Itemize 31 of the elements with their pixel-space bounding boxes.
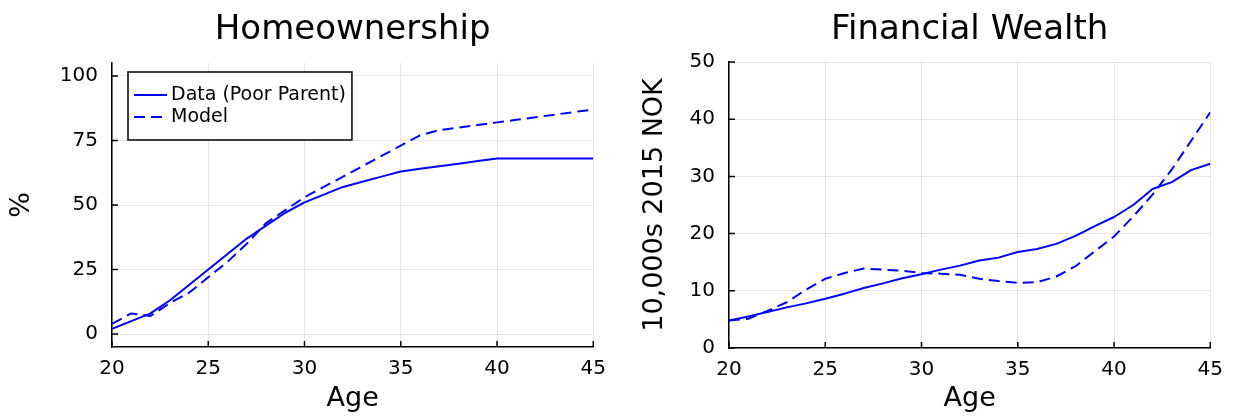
x-tick-label: 35 bbox=[1005, 356, 1031, 381]
x-tick-label: 25 bbox=[195, 355, 221, 380]
y-tick-label: 25 bbox=[72, 255, 98, 280]
x-tick-label: 25 bbox=[812, 356, 838, 381]
x-axis-title: Age bbox=[943, 380, 996, 412]
y-tick-label: 40 bbox=[689, 105, 715, 130]
x-tick-label: 45 bbox=[1197, 356, 1223, 381]
x-axis-title: Age bbox=[326, 380, 379, 412]
x-tick-label: 45 bbox=[580, 355, 606, 380]
y-tick-label: 20 bbox=[689, 219, 715, 244]
x-tick-label: 20 bbox=[99, 355, 125, 380]
chart-title: Homeownership bbox=[214, 6, 491, 47]
y-tick-label: 100 bbox=[59, 62, 98, 87]
x-tick-label: 30 bbox=[291, 355, 318, 380]
y-tick-label: 30 bbox=[689, 162, 715, 187]
y-tick-label: 0 bbox=[85, 320, 98, 345]
x-tick-label: 20 bbox=[716, 356, 742, 381]
y-tick-label: 50 bbox=[72, 191, 98, 216]
legend-label: Model bbox=[171, 103, 229, 126]
chart-title: Financial Wealth bbox=[830, 6, 1109, 47]
y-tick-label: 50 bbox=[689, 48, 715, 73]
y-tick-label: 75 bbox=[72, 126, 98, 151]
x-tick-label: 30 bbox=[908, 356, 935, 381]
y-tick-label: 0 bbox=[702, 334, 715, 359]
y-axis-title: 10,000s 2015 NOK bbox=[637, 76, 669, 332]
x-tick-label: 40 bbox=[484, 355, 510, 380]
legend-label: Data (Poor Parent) bbox=[171, 81, 346, 104]
x-tick-label: 35 bbox=[388, 355, 414, 380]
y-axis-title: % bbox=[4, 192, 36, 218]
x-tick-label: 40 bbox=[1101, 356, 1127, 381]
y-tick-label: 10 bbox=[689, 277, 715, 301]
